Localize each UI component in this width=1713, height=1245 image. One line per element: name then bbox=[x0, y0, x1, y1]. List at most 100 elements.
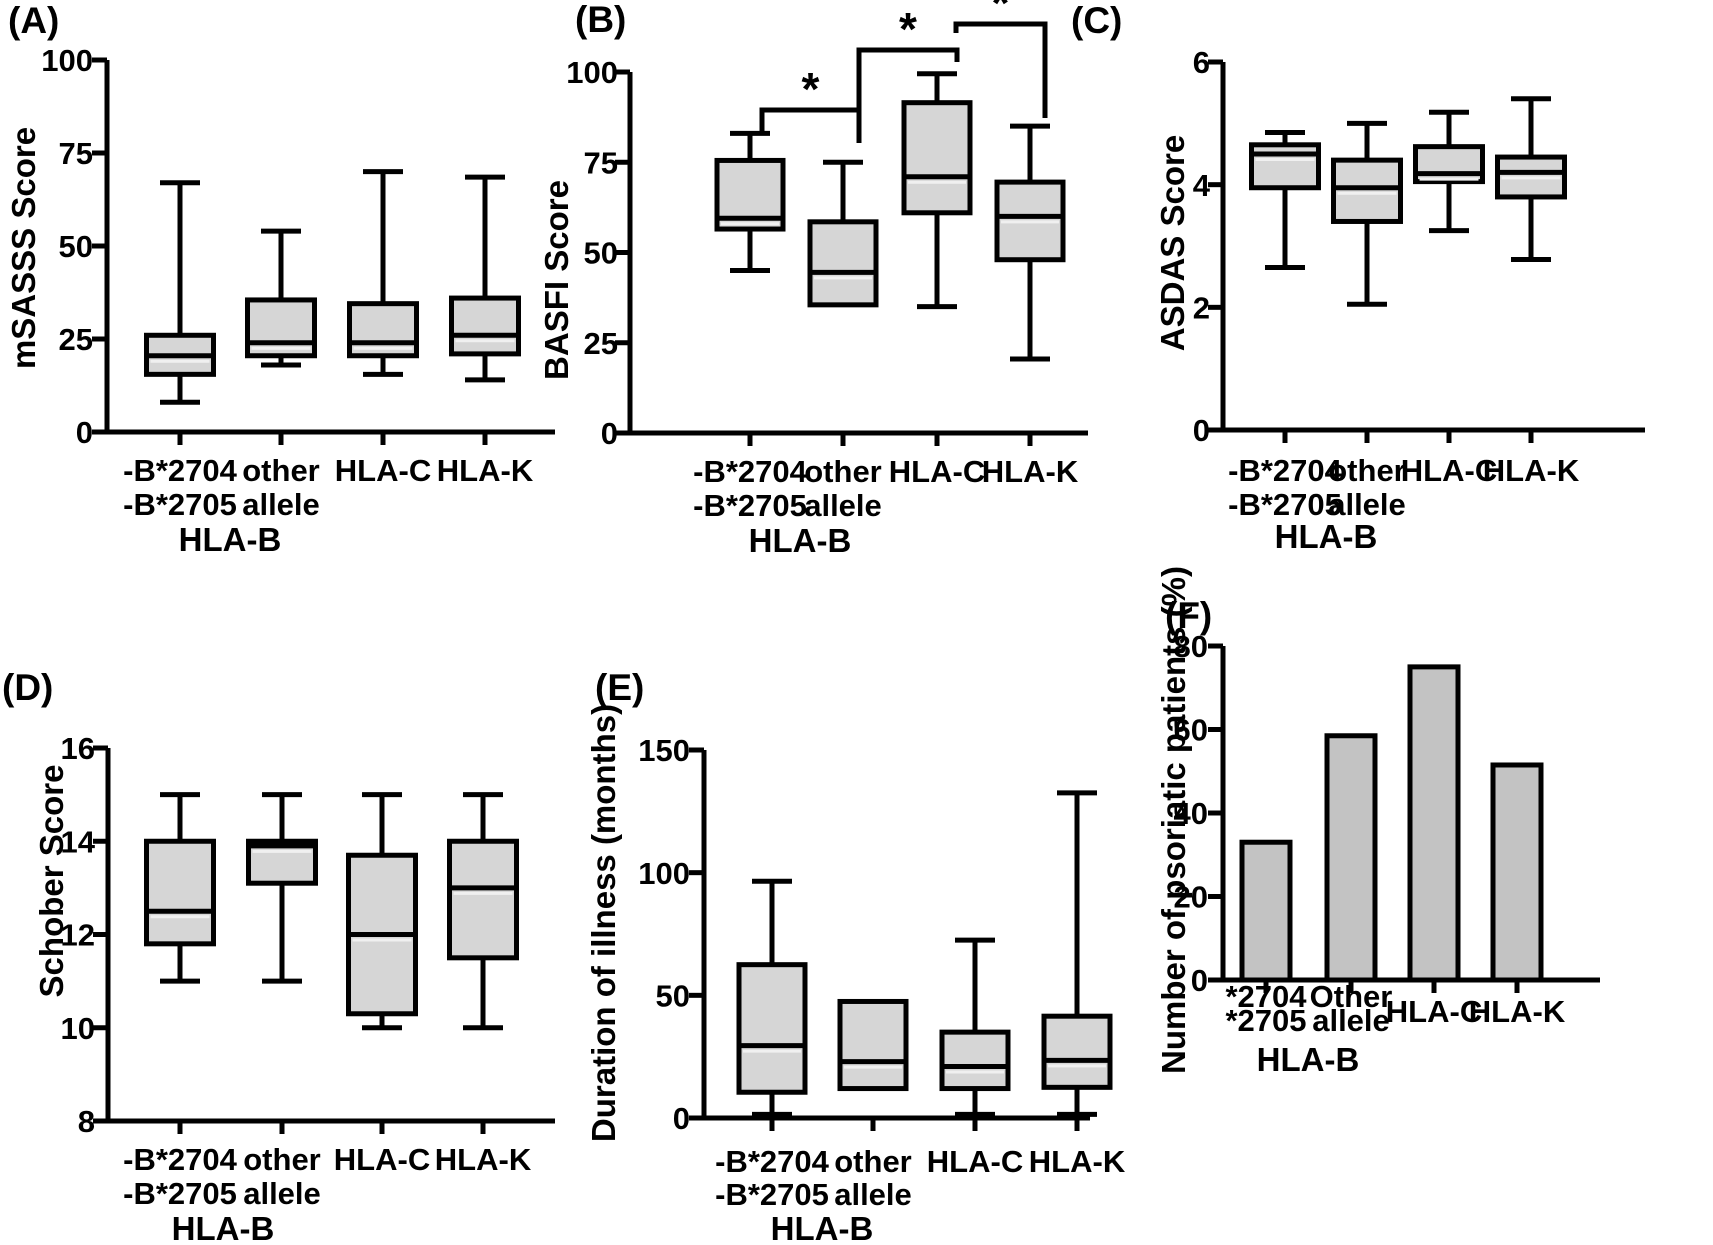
y-tick-label: 4 bbox=[1193, 168, 1211, 203]
category-label: allele bbox=[1328, 487, 1406, 522]
iqr-box bbox=[1413, 144, 1485, 185]
category-label: -B*2704 bbox=[123, 1142, 237, 1177]
category-label: HLA-K bbox=[435, 1142, 532, 1177]
box-D-3 bbox=[346, 792, 418, 1031]
box-D-4 bbox=[447, 792, 519, 1031]
box-A-3 bbox=[347, 169, 419, 377]
category-label: allele bbox=[834, 1177, 912, 1212]
category-label: other bbox=[804, 454, 882, 489]
y-tick-label: 150 bbox=[638, 733, 690, 768]
significance-asterisk: * bbox=[802, 63, 820, 115]
iqr-box bbox=[736, 962, 808, 1095]
bracket-line bbox=[856, 47, 960, 143]
significance-asterisk: * bbox=[899, 3, 917, 55]
category-label: HLA-C bbox=[335, 453, 431, 488]
category-label: -B*2705 bbox=[123, 1176, 237, 1211]
y-axis-title: BASFI Score bbox=[538, 180, 575, 380]
box-E-3 bbox=[939, 937, 1011, 1117]
y-tick-label: 50 bbox=[59, 229, 93, 264]
category-label: allele bbox=[1312, 1003, 1390, 1038]
x-axis-title: HLA-B bbox=[771, 1210, 874, 1245]
panel-letter: (C) bbox=[1071, 0, 1122, 41]
y-tick-label: 60 bbox=[1174, 713, 1208, 748]
category-label: allele bbox=[243, 1176, 321, 1211]
y-tick-label: 20 bbox=[1174, 880, 1208, 915]
panel-letter: (D) bbox=[2, 667, 53, 708]
iqr-box bbox=[1249, 142, 1321, 191]
y-tick-label: 12 bbox=[61, 918, 95, 953]
box-B-4 bbox=[994, 123, 1066, 362]
y-tick-label: 0 bbox=[601, 416, 618, 451]
y-tick-label: 40 bbox=[1174, 796, 1208, 831]
category-label: Other bbox=[1310, 979, 1393, 1014]
box-E-4 bbox=[1041, 790, 1113, 1117]
iqr-box bbox=[144, 838, 216, 947]
box-E-2 bbox=[837, 998, 909, 1092]
box-D-1 bbox=[144, 792, 216, 984]
iqr-box bbox=[447, 838, 519, 961]
box-A-1 bbox=[144, 180, 216, 405]
category-label: allele bbox=[242, 487, 320, 522]
box-B-2 bbox=[807, 159, 879, 308]
iqr-box bbox=[807, 219, 879, 308]
iqr-box bbox=[939, 1029, 1011, 1092]
y-tick-label: 80 bbox=[1174, 629, 1208, 664]
y-tick-label: 2 bbox=[1193, 290, 1210, 325]
category-label: -B*2704 bbox=[1228, 453, 1342, 488]
y-tick-label: 50 bbox=[584, 236, 618, 271]
category-label: -B*2705 bbox=[715, 1177, 829, 1212]
significance-asterisk: * bbox=[992, 0, 1010, 29]
y-axis-title: Schober Score bbox=[33, 765, 70, 998]
bar-F-1 bbox=[1239, 839, 1293, 983]
category-label: other bbox=[243, 1142, 321, 1177]
bar-F-2 bbox=[1324, 733, 1378, 983]
y-tick-label: 100 bbox=[566, 55, 618, 90]
box-C-1 bbox=[1249, 130, 1321, 270]
significance-bracket-1: * bbox=[759, 63, 862, 143]
y-tick-label: 75 bbox=[59, 136, 93, 171]
bar-F-4 bbox=[1490, 762, 1544, 983]
category-label: HLA-K bbox=[1029, 1144, 1126, 1179]
y-tick-label: 50 bbox=[656, 978, 690, 1013]
x-axis-title: HLA-B bbox=[1275, 518, 1378, 555]
category-label: *2704 bbox=[1225, 979, 1307, 1014]
category-label: HLA-K bbox=[437, 453, 534, 488]
category-label: -B*2704 bbox=[715, 1144, 829, 1179]
panel-letter: (B) bbox=[575, 0, 626, 40]
panel-letter: (F) bbox=[1165, 595, 1212, 636]
y-tick-label: 6 bbox=[1193, 45, 1210, 80]
x-axis-title: HLA-B bbox=[749, 522, 852, 559]
y-axis-title: mSASSS Score bbox=[5, 127, 42, 369]
bar-F-3 bbox=[1407, 664, 1461, 983]
y-tick-label: 75 bbox=[584, 145, 618, 180]
iqr-box bbox=[901, 100, 973, 216]
y-tick-label: 0 bbox=[76, 415, 93, 450]
iqr-box bbox=[1041, 1013, 1113, 1090]
y-tick-label: 100 bbox=[638, 856, 690, 891]
category-label: HLA-C bbox=[334, 1142, 430, 1177]
y-tick-label: 0 bbox=[673, 1101, 690, 1136]
category-label: -B*2705 bbox=[693, 488, 807, 523]
category-label: other bbox=[1328, 453, 1406, 488]
iqr-box bbox=[1331, 157, 1403, 224]
x-axis-title: HLA-B bbox=[1257, 1041, 1360, 1078]
category-label: -B*2705 bbox=[123, 487, 237, 522]
category-label: -B*2705 bbox=[1228, 487, 1342, 522]
iqr-box bbox=[837, 998, 909, 1092]
y-tick-label: 14 bbox=[61, 824, 96, 859]
box-E-1 bbox=[736, 878, 808, 1117]
box-D-2 bbox=[246, 792, 318, 984]
iqr-box bbox=[245, 297, 317, 359]
category-label: HLA-C bbox=[1386, 994, 1482, 1029]
category-label: HLA-C bbox=[889, 454, 985, 489]
category-label: HLA-C bbox=[927, 1144, 1023, 1179]
bracket-line bbox=[953, 21, 1048, 118]
category-label: -B*2704 bbox=[123, 453, 237, 488]
category-label: other bbox=[242, 453, 320, 488]
y-axis-title: Number of psoriatic patients (%) bbox=[1155, 566, 1192, 1074]
